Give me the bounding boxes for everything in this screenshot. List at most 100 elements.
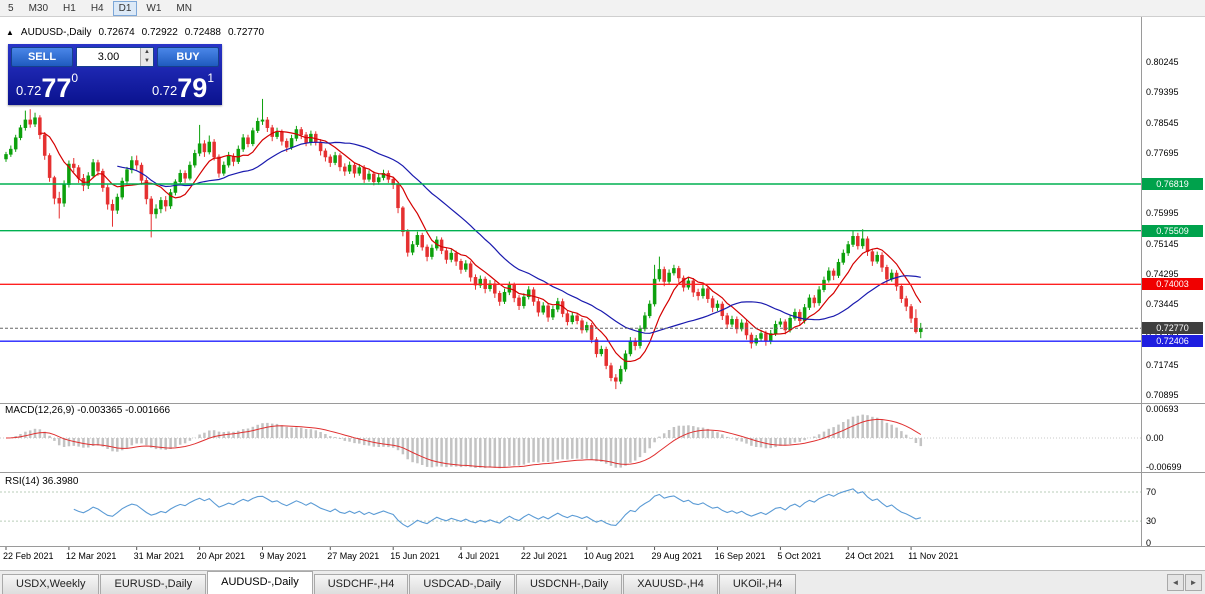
buy-button[interactable]: BUY [157, 47, 219, 67]
candle-body [444, 250, 449, 260]
candle-body [497, 293, 502, 302]
candle-body [4, 154, 8, 160]
candle-body [333, 155, 337, 163]
price-badge-0.76819: 0.76819 [1142, 178, 1203, 190]
chart-tab-usdchf-h4[interactable]: USDCHF-,H4 [313, 574, 409, 594]
candle-body [657, 269, 662, 280]
candle-body [812, 297, 817, 304]
candle-body [725, 315, 729, 325]
candle-body [318, 141, 323, 152]
candle-body [865, 238, 870, 252]
tabs-scroll-right-icon[interactable]: ► [1185, 574, 1202, 591]
one-click-trading-panel: SELL 3.00 ▲ ▼ BUY 0.72 77 0 0.72 79 1 [8, 44, 222, 105]
candle-body [749, 334, 754, 344]
bid-price[interactable]: 0.72 77 0 [16, 69, 78, 102]
candle-body [401, 207, 405, 232]
chart-tab-usdx-weekly[interactable]: USDX,Weekly [2, 574, 100, 594]
timeframe-button-mn[interactable]: MN [176, 2, 192, 14]
timeframe-button-5[interactable]: 5 [8, 2, 14, 14]
candle-body [468, 263, 473, 278]
candle-body [144, 180, 149, 200]
candle-body [47, 155, 52, 178]
symbol-period-label: AUDUSD-,Daily [20, 27, 92, 38]
timeframe-button-d1[interactable]: D1 [112, 0, 138, 16]
candle-body [265, 119, 270, 128]
candle-body [827, 270, 831, 281]
volume-down-icon[interactable]: ▼ [141, 57, 153, 66]
ask-price[interactable]: 0.72 79 1 [152, 69, 214, 102]
time-axis[interactable]: 22 Feb 2021 12 Mar 2021 31 Mar 2021 20 Apr … [0, 547, 1141, 564]
price-tick-label: 0.75995 [1146, 208, 1179, 219]
chart-tab-audusd-daily[interactable]: AUDUSD-,Daily [207, 571, 313, 594]
candle-body [91, 162, 95, 177]
candle-body [120, 180, 124, 198]
price-tick-label: 0.79395 [1146, 87, 1179, 98]
candle-body [241, 137, 245, 150]
candle-body [565, 313, 570, 323]
candle-body [173, 181, 178, 193]
candle-body [449, 252, 454, 260]
price-tick-label: 0.75145 [1146, 238, 1179, 249]
volume-up-icon[interactable]: ▲ [141, 48, 153, 57]
candle-body [551, 309, 555, 318]
candle-body [609, 365, 613, 378]
candle-body [575, 315, 579, 321]
price-badge-0.74003: 0.74003 [1142, 278, 1203, 291]
candle-body [260, 119, 265, 122]
volume-input[interactable]: 3.00 ▲ ▼ [76, 47, 154, 67]
candle-body [793, 311, 797, 319]
candle-body [270, 127, 274, 137]
candle-body [13, 137, 18, 150]
date-label: 5 Oct 2021 [777, 551, 822, 561]
timeframe-button-h1[interactable]: H1 [63, 2, 76, 14]
timeframe-button-w1[interactable]: W1 [146, 2, 162, 14]
candle-body [691, 280, 696, 293]
date-label: 10 Aug 2021 [583, 551, 635, 561]
candle-body [236, 148, 241, 162]
chart-tab-eurusd-daily[interactable]: EURUSD-,Daily [100, 574, 207, 594]
candle-body [473, 277, 478, 286]
candle-body [23, 119, 28, 128]
price-axis[interactable]: 0.802450.793950.785450.776950.768450.759… [1141, 17, 1205, 548]
candle-body [343, 166, 347, 172]
collapse-panel-icon[interactable]: ▲ [6, 28, 14, 37]
candle-body [909, 306, 913, 319]
candle-body [284, 140, 289, 148]
chart-tab-xauusd-h4[interactable]: XAUUSD-,H4 [623, 574, 718, 594]
candle-body [352, 164, 357, 174]
candle-body [817, 289, 821, 304]
volume-value[interactable]: 3.00 [97, 51, 120, 63]
candle-body [207, 141, 212, 153]
candle-body [28, 119, 32, 125]
candle-body [735, 319, 739, 330]
candle-body [57, 197, 61, 204]
candle-body [372, 173, 376, 183]
chart-tab-usdcad-daily[interactable]: USDCAD-,Daily [409, 574, 515, 594]
candle-body [846, 244, 850, 254]
candle-body [807, 297, 812, 308]
candle-body [739, 322, 744, 330]
candle-body [338, 155, 342, 168]
candle-body [367, 173, 371, 180]
timeframe-button-m30[interactable]: M30 [28, 2, 49, 14]
chart-tab-ukoil-h4[interactable]: UKOil-,H4 [718, 574, 797, 594]
sell-button[interactable]: SELL [11, 47, 73, 67]
date-label: 27 May 2021 [327, 551, 380, 561]
candle-body [570, 315, 575, 323]
candle-body [226, 155, 231, 166]
candle-body [62, 184, 66, 204]
candle-body [410, 244, 415, 253]
date-label: 22 Feb 2021 [3, 551, 54, 561]
chart-tabs: USDX,Weekly EURUSD-,Daily AUDUSD-,Daily USD… [2, 571, 797, 594]
candle-body [594, 339, 599, 355]
price-tick-label: 0.78545 [1146, 117, 1179, 128]
candle-body [101, 170, 105, 188]
candle-body [130, 160, 134, 171]
tabs-scroll-left-icon[interactable]: ◄ [1167, 574, 1184, 591]
candle-body [289, 138, 294, 148]
timeframe-button-h4[interactable]: H4 [90, 2, 104, 14]
volume-spinner[interactable]: ▲ ▼ [140, 48, 153, 66]
date-label: 15 Jun 2021 [390, 551, 440, 561]
chart-tab-usdcnh-daily[interactable]: USDCNH-,Daily [515, 574, 623, 594]
